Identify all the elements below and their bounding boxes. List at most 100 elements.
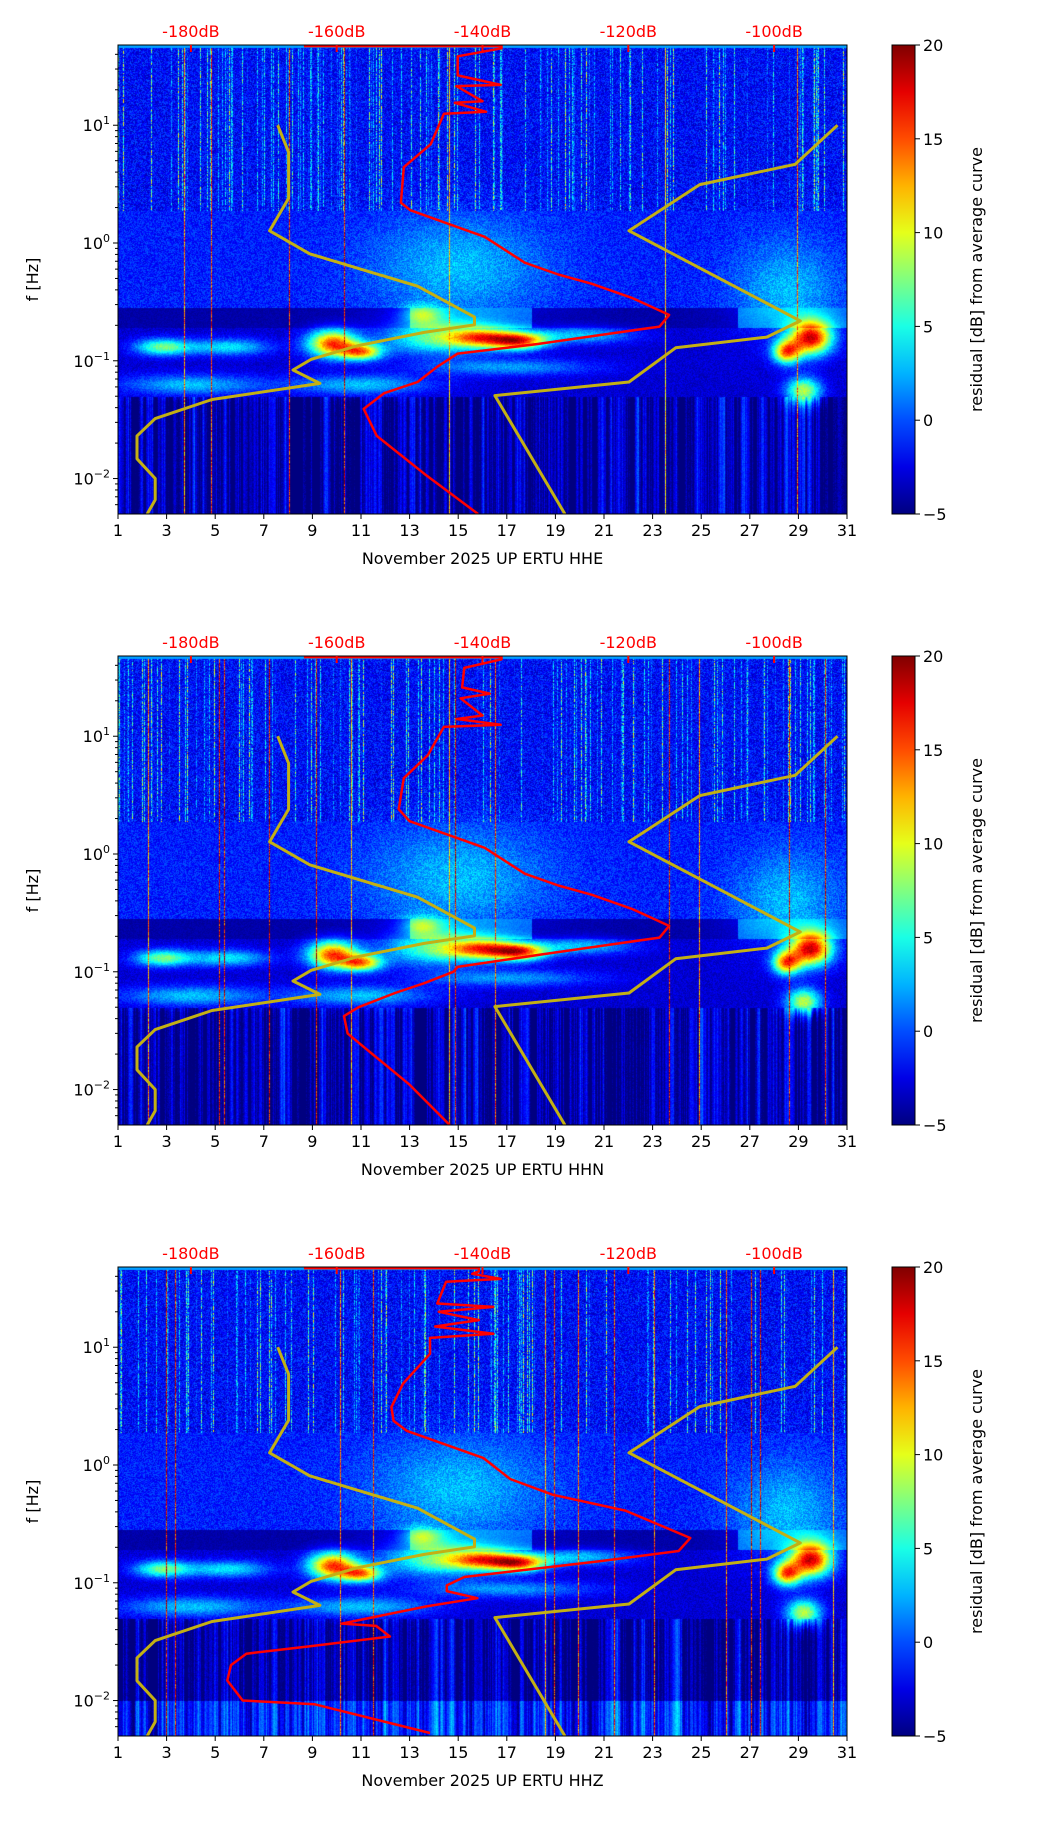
top-db-label: -100dB — [745, 1244, 802, 1263]
y-tick-label: 100 — [83, 232, 110, 253]
x-tick-label: 13 — [399, 521, 419, 540]
nhnm-curve — [493, 735, 839, 1125]
x-tick-label: 27 — [740, 521, 760, 540]
x-tick-label: 11 — [351, 1132, 371, 1151]
x-tick-label: 27 — [740, 1743, 760, 1762]
x-tick-label: 19 — [545, 1743, 565, 1762]
x-tick-label: 31 — [837, 1743, 857, 1762]
x-tick-label: 9 — [307, 521, 317, 540]
top-db-label: -120dB — [600, 1244, 657, 1263]
colorbar-tick-label: 0 — [923, 1633, 933, 1652]
y-tick-label: 10−1 — [73, 961, 110, 982]
x-tick-label: 13 — [399, 1132, 419, 1151]
x-axis-label: November 2025 UP ERTU HHN — [361, 1160, 604, 1179]
colorbar-tick-label: 20 — [923, 1258, 943, 1277]
x-tick-label: 25 — [691, 521, 711, 540]
y-tick-exponent: −1 — [94, 961, 110, 974]
x-tick-label: 3 — [162, 1132, 172, 1151]
x-tick-label: 5 — [210, 1743, 220, 1762]
y-tick-label: 101 — [83, 725, 110, 746]
top-db-label: -140dB — [454, 22, 511, 41]
x-tick-label: 15 — [448, 521, 468, 540]
colorbar — [891, 655, 916, 1126]
y-tick-label: 10−2 — [73, 1690, 110, 1711]
average-psd-curve — [303, 45, 671, 514]
x-axis-label: November 2025 UP ERTU HHE — [362, 549, 603, 568]
colorbar-label: residual [dB] from average curve — [967, 1369, 986, 1634]
colorbar-tick-label: 20 — [923, 647, 943, 666]
spectrogram-heatmap — [118, 45, 847, 514]
x-tick-label: 11 — [351, 1743, 371, 1762]
top-db-label: -160dB — [308, 1244, 365, 1263]
colorbar-tick-label: 5 — [923, 928, 933, 947]
x-tick-label: 21 — [594, 1132, 614, 1151]
average-psd-curve — [303, 656, 671, 1125]
x-tick-label: 3 — [162, 521, 172, 540]
y-tick-base: 10 — [73, 1574, 93, 1593]
x-tick-label: 17 — [497, 521, 517, 540]
average-psd-curve — [226, 1267, 692, 1735]
x-tick-label: 7 — [259, 1743, 269, 1762]
y-tick-exponent: −1 — [94, 350, 110, 363]
x-tick-label: 3 — [162, 1743, 172, 1762]
x-tick-label: 9 — [307, 1743, 317, 1762]
x-tick-label: 23 — [642, 1743, 662, 1762]
y-tick-exponent: −2 — [94, 468, 110, 481]
spectrogram-heatmap — [118, 656, 847, 1125]
top-db-label: -180dB — [162, 22, 219, 41]
y-tick-exponent: 1 — [103, 114, 110, 127]
y-tick-label: 10−1 — [73, 350, 110, 371]
colorbar-tick-label: 10 — [923, 835, 943, 854]
spectrogram-panel-hhn: 1 3 5 7 9 11 13 15 17 19 21 23 25 27 29 31 November 2025… — [0, 611, 1052, 1222]
colorbar-tick-label: −5 — [923, 1727, 947, 1746]
y-tick-base: 10 — [83, 1338, 103, 1357]
colorbar-label: residual [dB] from average curve — [967, 147, 986, 412]
spectrogram-heatmap — [118, 1267, 847, 1736]
top-db-label: -100dB — [745, 22, 802, 41]
curves — [135, 45, 839, 514]
colorbar-tick-label: 0 — [923, 1022, 933, 1041]
x-tick-label: 15 — [448, 1743, 468, 1762]
colorbar-tick-label: 5 — [923, 1539, 933, 1558]
y-axis-label: f [Hz] — [23, 1480, 42, 1524]
x-tick-label: 7 — [259, 521, 269, 540]
x-tick-label: 17 — [497, 1132, 517, 1151]
y-tick-exponent: −2 — [94, 1079, 110, 1092]
colorbar-tick-label: 20 — [923, 36, 943, 55]
top-db-label: -140dB — [454, 1244, 511, 1263]
top-db-label: -160dB — [308, 633, 365, 652]
top-db-label: -160dB — [308, 22, 365, 41]
x-tick-label: 17 — [497, 1743, 517, 1762]
y-tick-exponent: −1 — [94, 1572, 110, 1585]
y-axis-label: f [Hz] — [23, 258, 42, 302]
x-tick-label: 5 — [210, 1132, 220, 1151]
x-tick-label: 25 — [691, 1743, 711, 1762]
y-tick-exponent: 1 — [103, 1336, 110, 1349]
x-tick-label: 31 — [837, 1132, 857, 1151]
x-tick-label: 9 — [307, 1132, 317, 1151]
colorbar-tick-label: −5 — [923, 505, 947, 524]
y-tick-base: 10 — [83, 1456, 103, 1475]
x-tick-label: 11 — [351, 521, 371, 540]
top-db-label: -120dB — [600, 22, 657, 41]
spectrogram-panel-hhe: 1 3 5 7 9 11 13 15 17 19 21 23 25 27 29 31 November 2025… — [0, 0, 1052, 611]
x-tick-label: 29 — [788, 1132, 808, 1151]
x-tick-label: 23 — [642, 521, 662, 540]
y-tick-label: 101 — [83, 114, 110, 135]
y-tick-exponent: 0 — [103, 232, 110, 245]
x-tick-label: 31 — [837, 521, 857, 540]
y-tick-base: 10 — [83, 116, 103, 135]
top-db-label: -100dB — [745, 633, 802, 652]
y-tick-label: 100 — [83, 1454, 110, 1475]
x-tick-label: 21 — [594, 521, 614, 540]
colorbar-tick-label: 15 — [923, 1352, 943, 1371]
y-tick-label: 100 — [83, 843, 110, 864]
y-tick-exponent: 0 — [103, 1454, 110, 1467]
y-tick-label: 10−2 — [73, 1079, 110, 1100]
y-tick-label: 10−1 — [73, 1572, 110, 1593]
y-tick-base: 10 — [73, 1692, 93, 1711]
colorbar-tick-label: 15 — [923, 130, 943, 149]
